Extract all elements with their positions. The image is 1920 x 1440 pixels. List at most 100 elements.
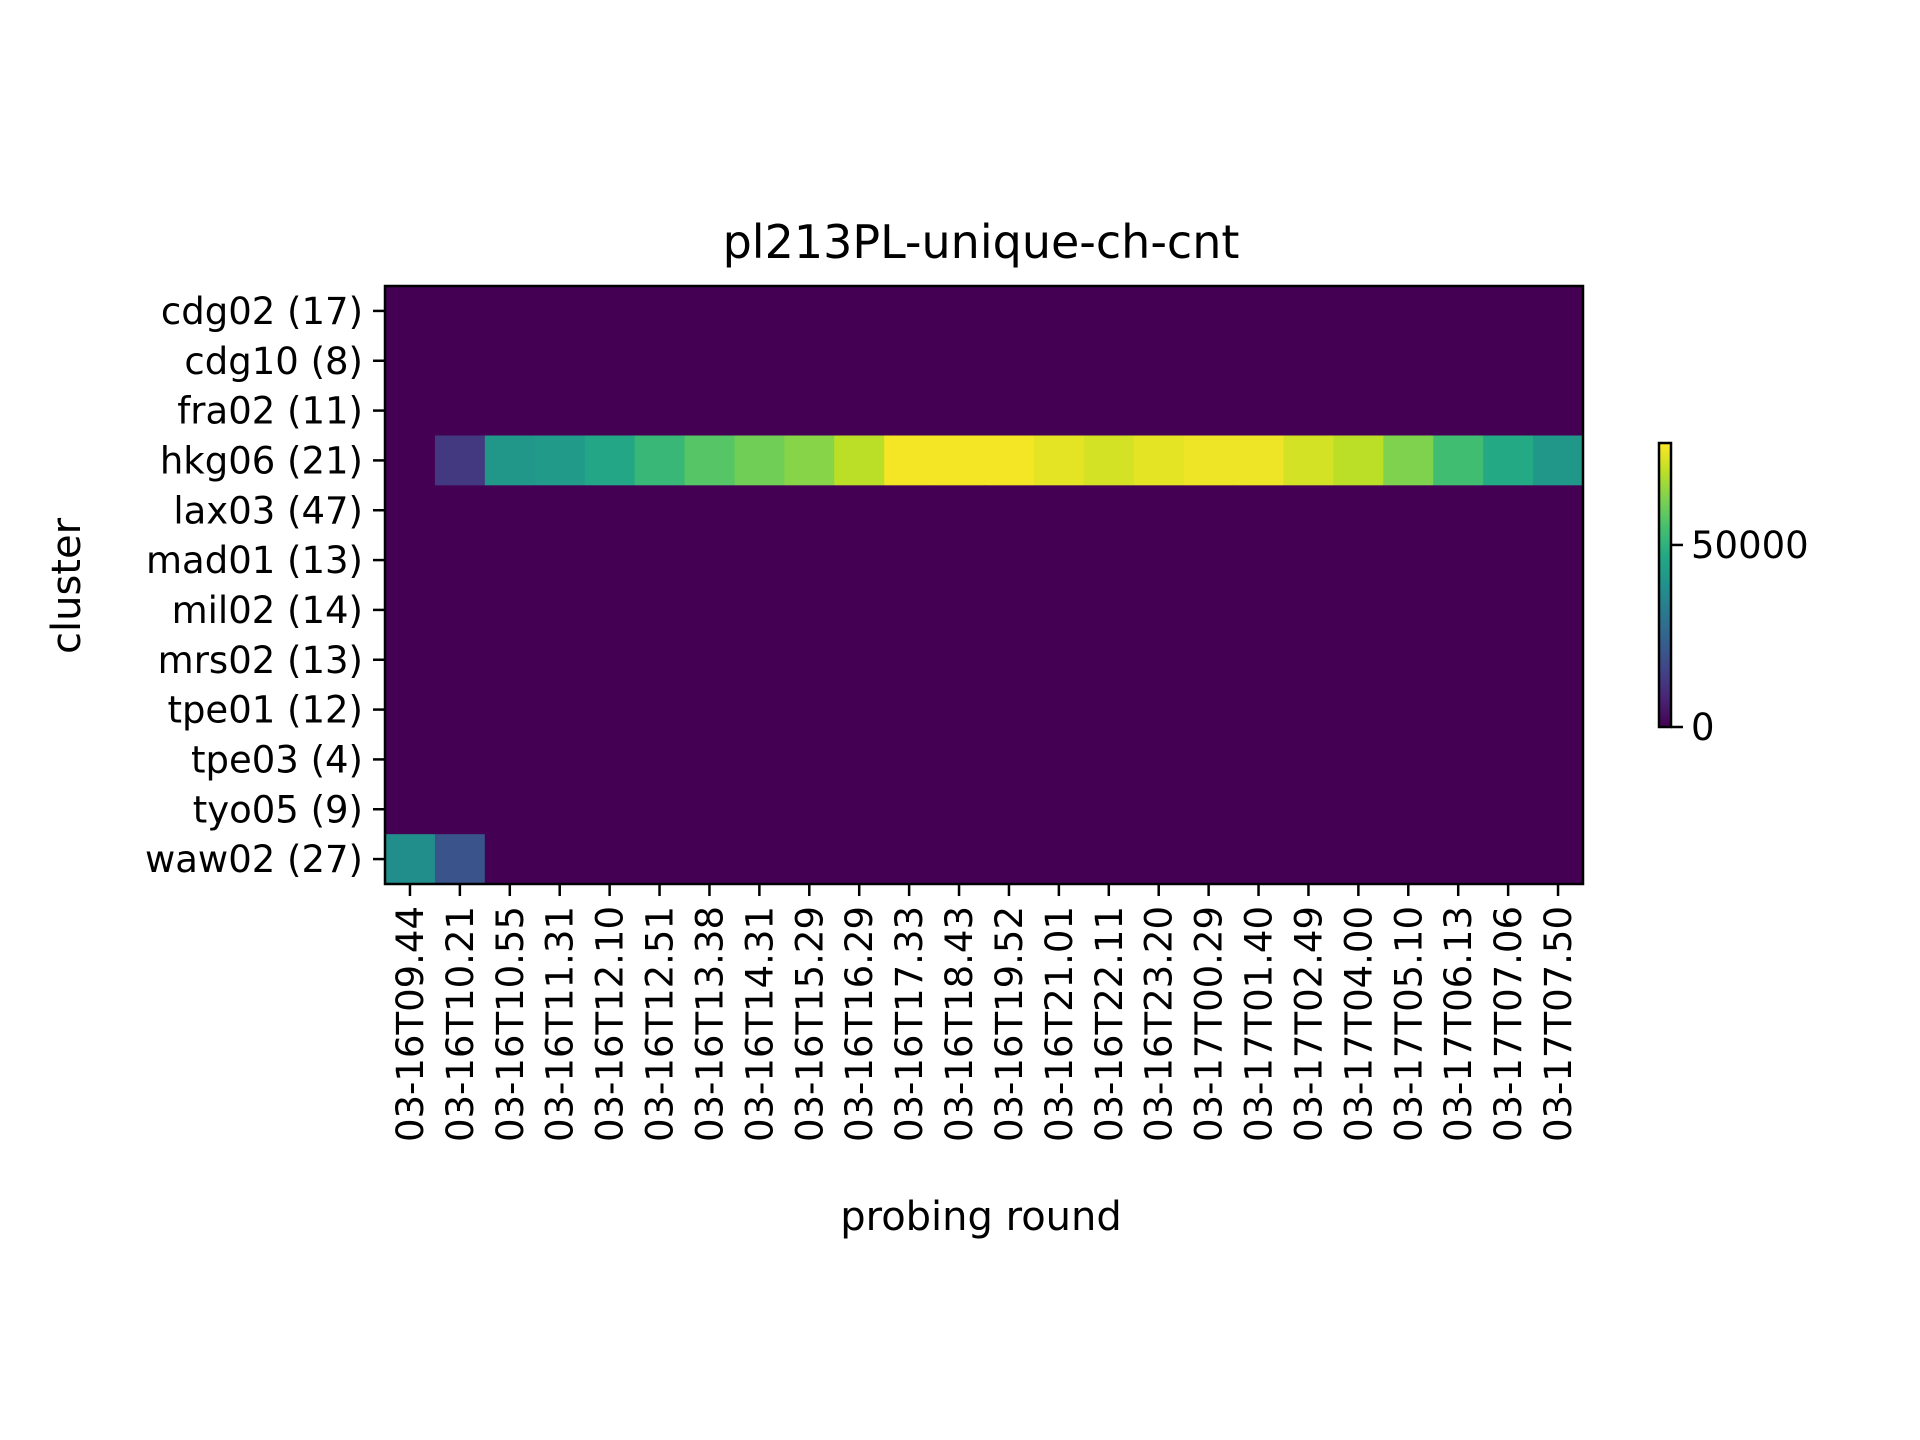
heatmap-cell — [1183, 734, 1235, 785]
y-axis: cdg02 (17) cdg10 (8) fra02 (11) hkg06 (21) l… — [145, 290, 385, 881]
heatmap-cell — [484, 286, 536, 337]
heatmap-cell — [784, 634, 835, 686]
heatmap-cell — [1083, 335, 1135, 387]
heatmap-cell — [984, 335, 1035, 387]
heatmap-cell — [1083, 535, 1135, 586]
heatmap-cell — [1233, 784, 1285, 835]
heatmap-cell — [1083, 684, 1135, 736]
heatmap-cell — [484, 784, 536, 835]
heatmap-cell — [684, 784, 736, 835]
heatmap-cell — [1033, 834, 1085, 885]
heatmap-cell — [1283, 385, 1335, 437]
heatmap-cell — [1533, 385, 1584, 437]
heatmap-cell — [1083, 784, 1135, 835]
heatmap-cell — [934, 834, 985, 885]
heatmap-cell — [1133, 385, 1185, 437]
heatmap-cell — [584, 684, 636, 736]
heatmap-cell — [584, 286, 636, 337]
heatmap-cell — [834, 535, 885, 586]
heatmap-cell — [1233, 834, 1285, 885]
x-tick-label: 03-16T17.33 — [888, 906, 931, 1142]
heatmap-cell — [484, 585, 536, 636]
heatmap-cell — [734, 684, 785, 736]
heatmap-cell — [1533, 585, 1584, 636]
heatmap-cell — [1383, 435, 1434, 486]
x-tick-label: 03-16T10.55 — [489, 906, 532, 1142]
heatmap-cell — [834, 585, 885, 636]
heatmap-cell — [1533, 286, 1584, 337]
heatmap-cell — [884, 535, 935, 586]
heatmap-cell — [484, 485, 536, 536]
x-tick-label: 03-16T14.31 — [738, 906, 781, 1142]
x-tick-label: 03-17T07.06 — [1487, 906, 1530, 1142]
heatmap-cell — [1383, 385, 1434, 437]
heatmap-cell — [984, 585, 1035, 636]
heatmap-cell — [584, 585, 636, 636]
heatmap-cell — [1033, 485, 1085, 536]
heatmap-cell — [1083, 286, 1135, 337]
heatmap-cell — [934, 734, 985, 785]
heatmap-cell — [1033, 435, 1085, 486]
heatmap-cell — [734, 335, 785, 387]
heatmap-cell — [1433, 535, 1484, 586]
x-tick-label: 03-16T10.21 — [439, 906, 482, 1142]
heatmap-cell — [634, 335, 686, 387]
heatmap-cell — [1133, 286, 1185, 337]
heatmap-cell — [1433, 734, 1484, 785]
heatmap-cell — [1183, 834, 1235, 885]
heatmap-cell — [1033, 734, 1085, 785]
x-tick-label: 03-16T13.38 — [688, 906, 731, 1142]
heatmap-cell — [1533, 734, 1584, 785]
heatmap-cell — [1333, 734, 1384, 785]
heatmap-cell — [1333, 335, 1384, 387]
x-tick-label: 03-17T07.50 — [1537, 906, 1580, 1142]
heatmap-cell — [1283, 435, 1335, 486]
heatmap-cell — [1383, 684, 1434, 736]
heatmap-cell — [434, 485, 486, 536]
heatmap-cell — [385, 834, 436, 885]
heatmap-cell — [385, 684, 436, 736]
heatmap-cell — [1283, 834, 1335, 885]
y-tick-label: hkg06 (21) — [160, 439, 363, 482]
heatmap-cell — [784, 585, 835, 636]
heatmap-cell — [1533, 485, 1584, 536]
heatmap-cell — [1333, 684, 1384, 736]
heatmap-cell — [1533, 784, 1584, 835]
heatmap-cell — [684, 385, 736, 437]
heatmap-cell — [1133, 335, 1185, 387]
heatmap-cell — [684, 335, 736, 387]
heatmap-cell — [984, 784, 1035, 835]
heatmap-cell — [834, 734, 885, 785]
heatmap-cell — [1383, 834, 1434, 885]
heatmap-cell — [434, 784, 486, 835]
heatmap-cell — [784, 335, 835, 387]
heatmap-cell — [434, 435, 486, 486]
heatmap-cell — [1333, 385, 1384, 437]
heatmap-cell — [1283, 335, 1335, 387]
heatmap-cell — [884, 286, 935, 337]
heatmap-cell — [1233, 634, 1285, 686]
heatmap-cell — [1283, 684, 1335, 736]
heatmap-cell — [1283, 734, 1335, 785]
heatmap-cell — [385, 435, 436, 486]
x-tick-label: 03-16T11.31 — [539, 906, 582, 1142]
heatmap-cell — [1383, 535, 1434, 586]
heatmap-cell — [934, 286, 985, 337]
heatmap-cell — [784, 684, 835, 736]
heatmap-cell — [484, 684, 536, 736]
heatmap-cell — [385, 784, 436, 835]
heatmap-cell — [1083, 834, 1135, 885]
heatmap-cell — [684, 684, 736, 736]
heatmap-cell — [1483, 435, 1534, 486]
heatmap-cell — [884, 784, 935, 835]
heatmap-cell — [684, 535, 736, 586]
x-tick-label: 03-16T15.29 — [788, 906, 831, 1142]
heatmap-cell — [984, 734, 1035, 785]
heatmap-cell — [984, 435, 1035, 486]
heatmap-cell — [834, 834, 885, 885]
heatmap-cell — [884, 585, 935, 636]
heatmap-cell — [1533, 684, 1584, 736]
heatmap-cell — [834, 335, 885, 387]
heatmap-cell — [834, 385, 885, 437]
heatmap-cell — [1183, 535, 1235, 586]
